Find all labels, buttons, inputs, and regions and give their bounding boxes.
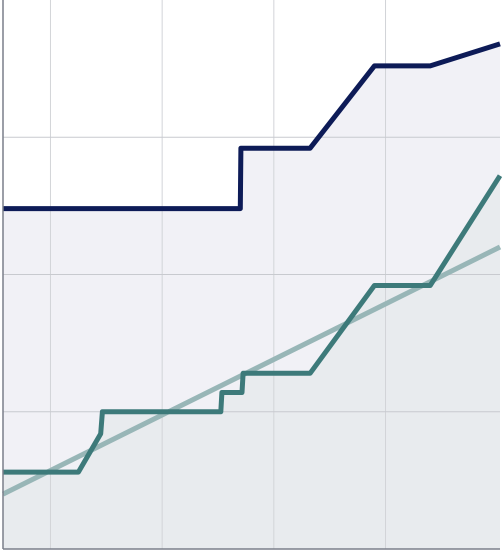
series-line-trend: [1, 244, 502, 497]
plot-frame: [2, 0, 500, 550]
area-lower: [3, 175, 500, 549]
area-fills: [3, 43, 500, 550]
grid: [3, 0, 500, 549]
series-line-lower: [3, 174, 503, 475]
series-lines: [1, 41, 503, 497]
series-line-upper: [3, 41, 501, 212]
